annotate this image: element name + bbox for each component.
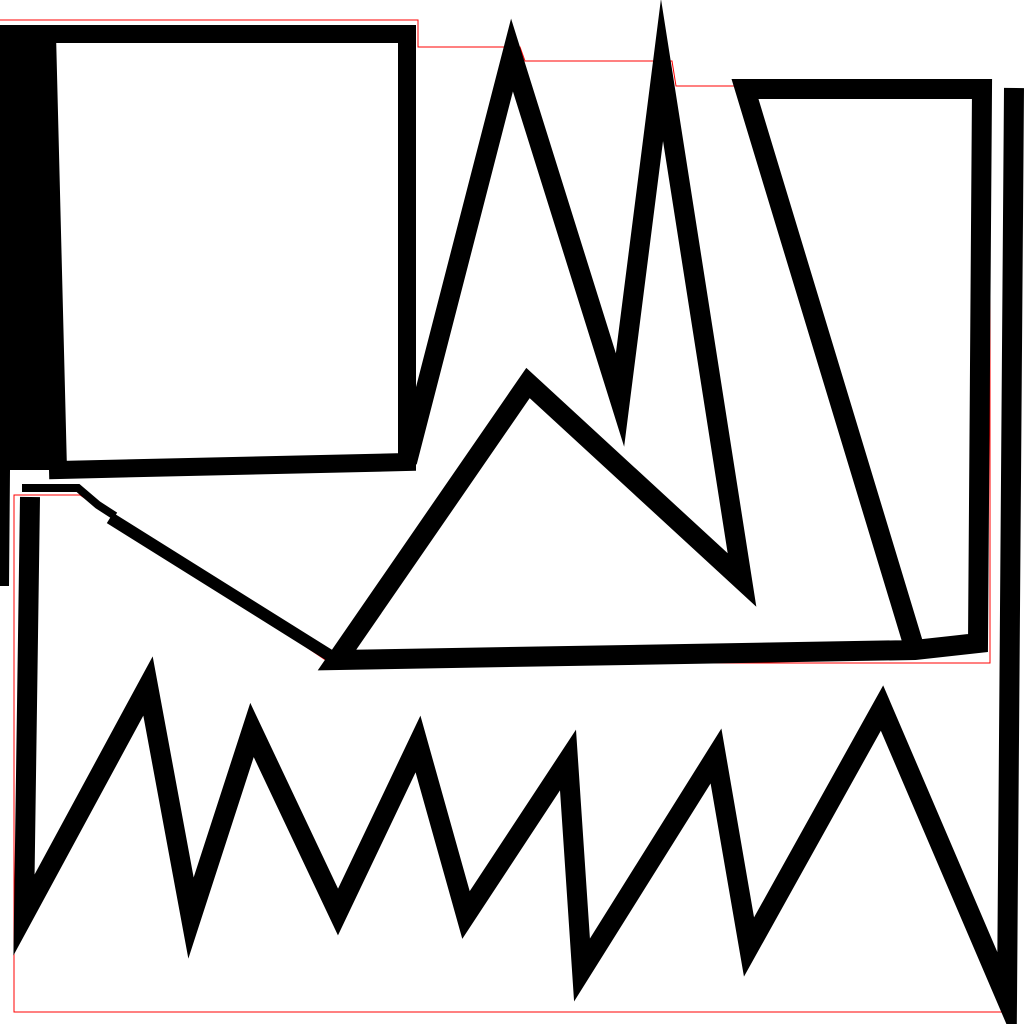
lower-zigzag-line <box>13 87 1024 1024</box>
diagonal-stroke <box>106 512 341 666</box>
upper-zigzag-line <box>317 0 993 671</box>
top-left-box <box>37 25 416 480</box>
hook-stroke <box>22 484 118 520</box>
